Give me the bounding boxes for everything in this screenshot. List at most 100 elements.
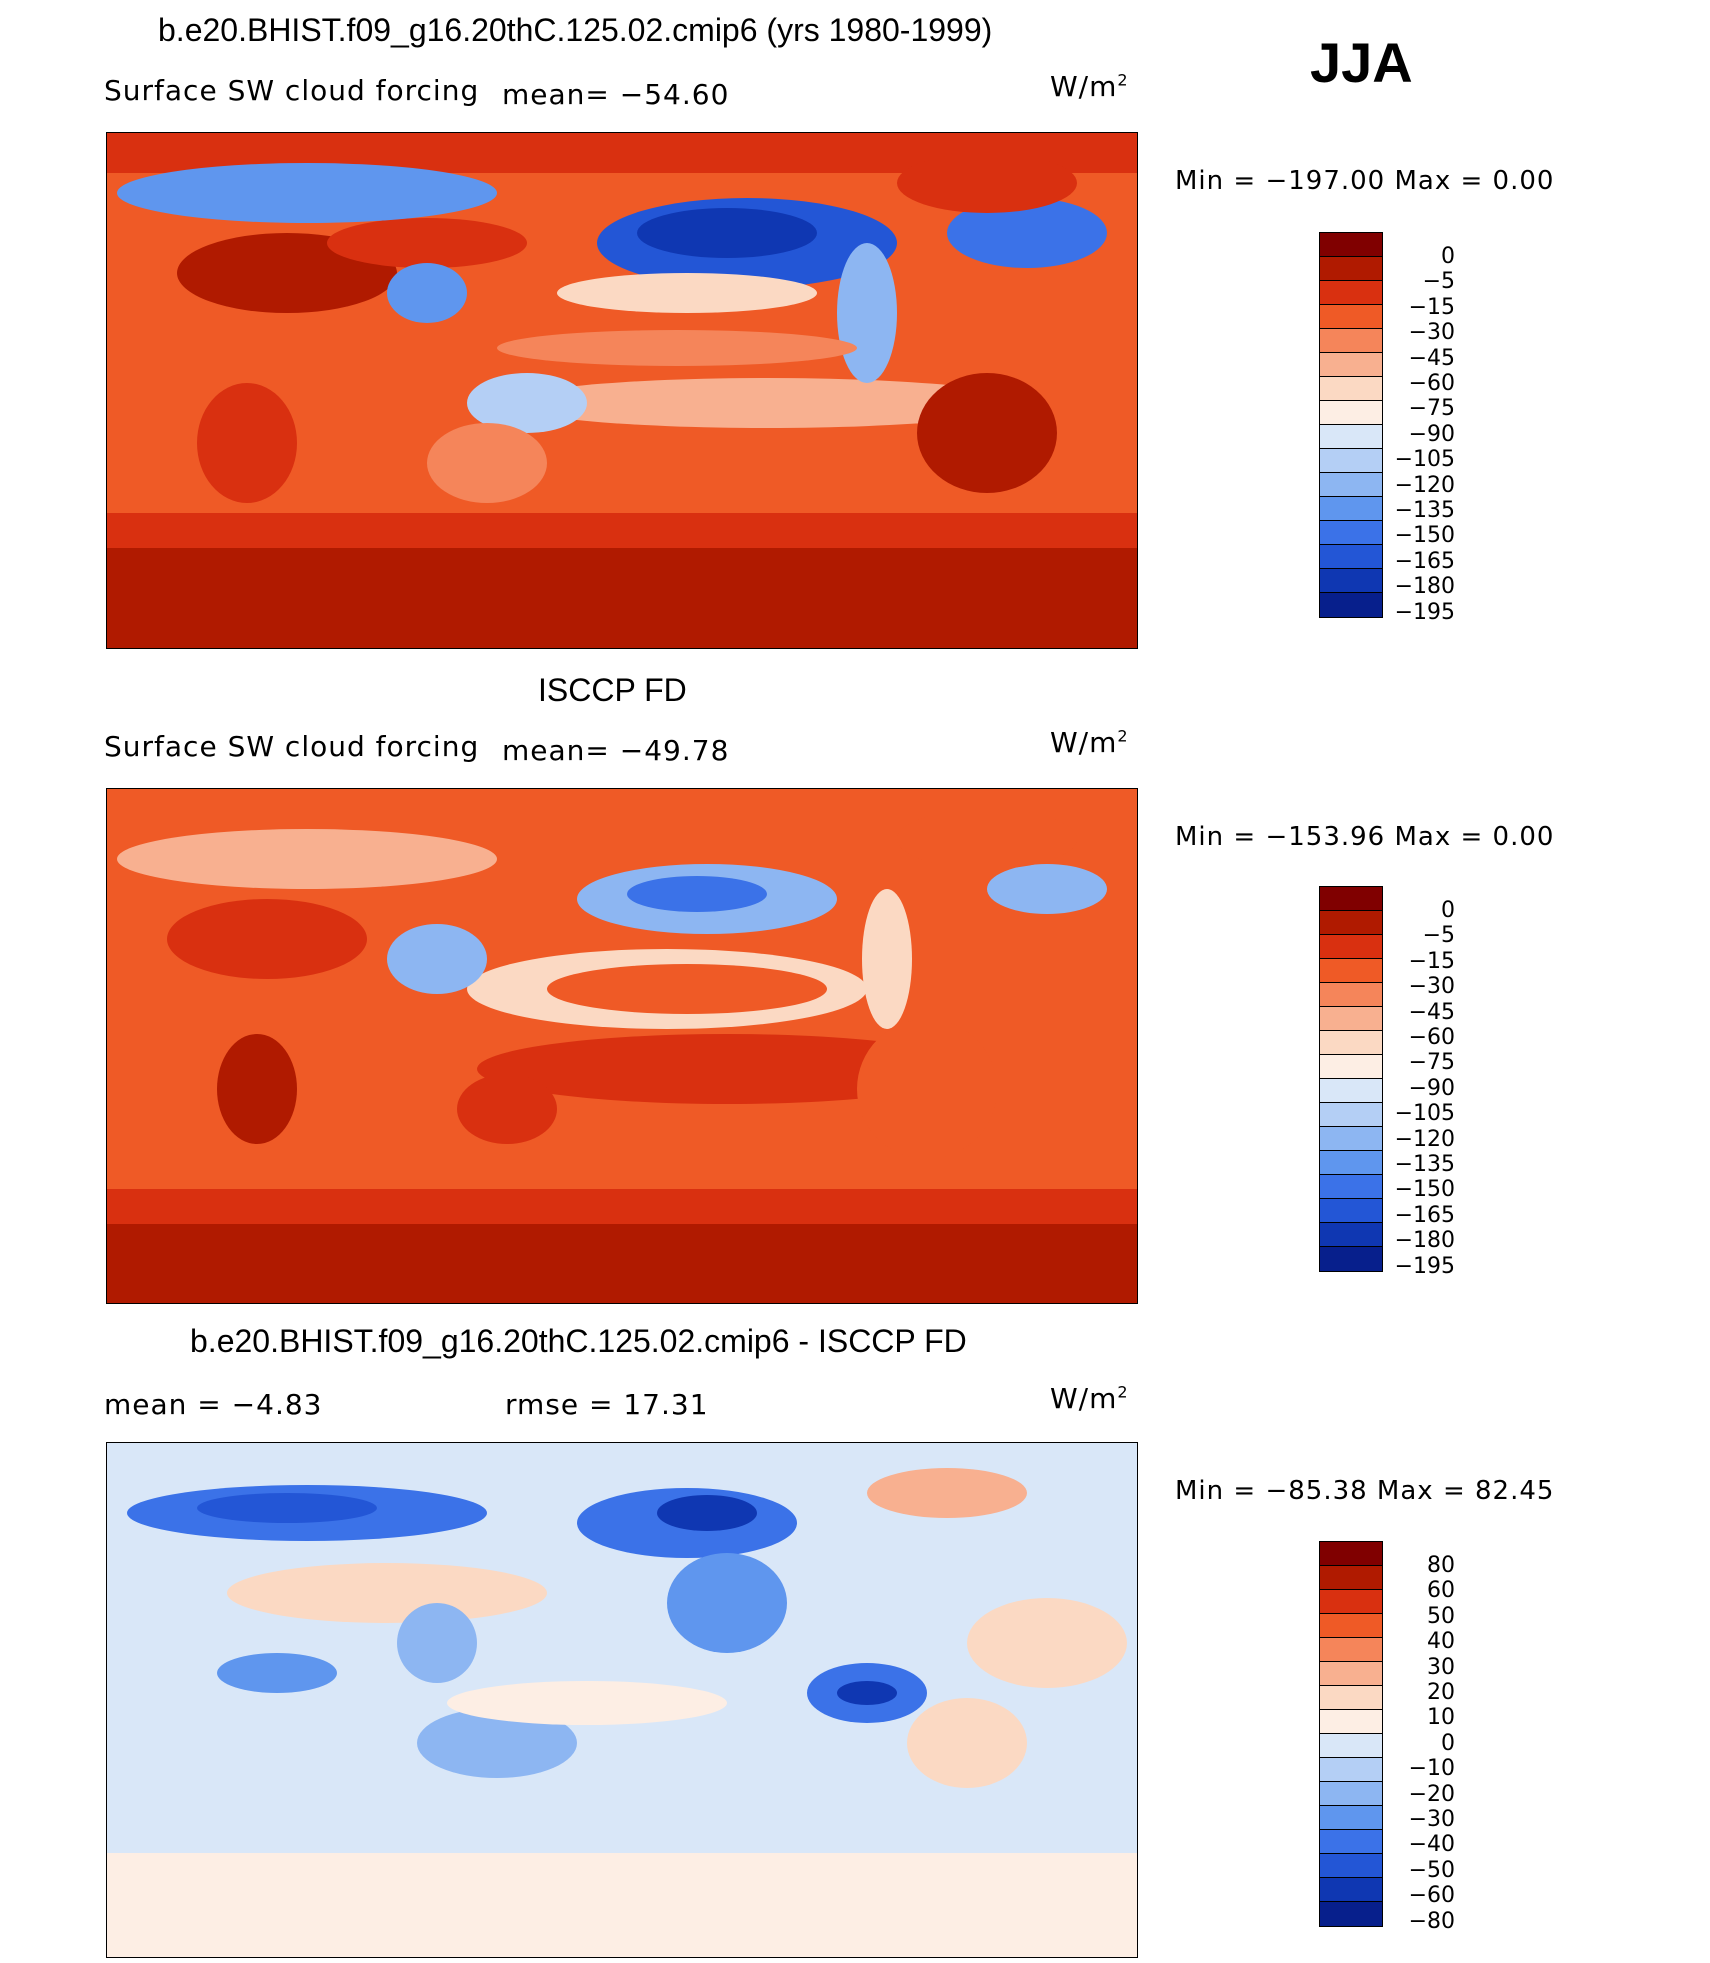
colorbar-label: −120 bbox=[1394, 1126, 1455, 1152]
colorbar-box bbox=[1320, 1734, 1382, 1758]
panel-1-title: b.e20.BHIST.f09_g16.20thC.125.02.cmip6 (… bbox=[158, 12, 993, 48]
colorbar-label: −5 bbox=[1422, 269, 1455, 295]
colorbar-label: −165 bbox=[1394, 1202, 1455, 1228]
colorbar-label: −15 bbox=[1408, 294, 1455, 320]
colorbar-label: −10 bbox=[1408, 1756, 1455, 1782]
colorbar-box bbox=[1320, 1199, 1382, 1223]
colorbar-label: 0 bbox=[1441, 898, 1455, 923]
colorbar-label: −135 bbox=[1394, 1152, 1455, 1177]
colorbar-label: −30 bbox=[1408, 1807, 1455, 1832]
colorbar-label: −150 bbox=[1394, 1177, 1455, 1203]
colorbar-label: −5 bbox=[1422, 923, 1455, 949]
colorbar-box bbox=[1320, 1127, 1382, 1151]
colorbar-box bbox=[1320, 1223, 1382, 1247]
colorbar-box bbox=[1320, 449, 1382, 473]
colorbar-label: −30 bbox=[1408, 320, 1455, 346]
colorbar-label: −50 bbox=[1408, 1857, 1455, 1883]
panel-2-variable: Surface SW cloud forcing bbox=[104, 730, 480, 763]
colorbar-label: −20 bbox=[1408, 1781, 1455, 1807]
colorbar-label: −75 bbox=[1408, 396, 1455, 422]
season-label: JJA bbox=[1310, 31, 1413, 94]
colorbar-box bbox=[1320, 1686, 1382, 1710]
colorbar-label: −40 bbox=[1408, 1832, 1455, 1858]
colorbar-box bbox=[1320, 281, 1382, 305]
colorbar-box bbox=[1320, 497, 1382, 521]
panel-1-variable: Surface SW cloud forcing bbox=[104, 74, 480, 107]
colorbar-box bbox=[1320, 1830, 1382, 1854]
colorbar-box bbox=[1320, 1103, 1382, 1127]
colorbar-box bbox=[1320, 959, 1382, 983]
colorbar-label: 30 bbox=[1427, 1654, 1455, 1680]
colorbar-label: 80 bbox=[1427, 1553, 1455, 1578]
colorbar-box bbox=[1320, 401, 1382, 425]
panel-1-colorbar bbox=[1319, 232, 1383, 618]
colorbar-label: −180 bbox=[1394, 1228, 1455, 1254]
colorbar-label: 40 bbox=[1427, 1629, 1455, 1655]
colorbar-box bbox=[1320, 521, 1382, 545]
panel-2-mean: mean= −49.78 bbox=[502, 734, 730, 767]
colorbar-label: −135 bbox=[1394, 498, 1455, 523]
panel-2-minmax: Min = −153.96 Max = 0.00 bbox=[1175, 822, 1555, 852]
colorbar-box bbox=[1320, 983, 1382, 1007]
panel-3-colorbar bbox=[1319, 1541, 1383, 1927]
colorbar-label: −90 bbox=[1408, 421, 1455, 447]
colorbar-label: −75 bbox=[1408, 1050, 1455, 1076]
panel-2-map bbox=[106, 788, 1138, 1304]
colorbar-label: −180 bbox=[1394, 574, 1455, 600]
colorbar-label: −120 bbox=[1394, 472, 1455, 498]
colorbar-box bbox=[1320, 1079, 1382, 1103]
colorbar-box bbox=[1320, 473, 1382, 497]
panel-2-units: W/m2 bbox=[1050, 726, 1129, 759]
colorbar-label: 20 bbox=[1427, 1680, 1455, 1705]
colorbar-label: −60 bbox=[1408, 1025, 1455, 1050]
colorbar-label: 0 bbox=[1441, 1730, 1455, 1756]
colorbar-label: −80 bbox=[1408, 1908, 1455, 1934]
panel-1-minmax: Min = −197.00 Max = 0.00 bbox=[1175, 166, 1555, 196]
colorbar-label: −195 bbox=[1394, 599, 1455, 625]
colorbar-box bbox=[1320, 329, 1382, 353]
colorbar-label: −165 bbox=[1394, 548, 1455, 574]
colorbar-box bbox=[1320, 1854, 1382, 1878]
panel-2-title: ISCCP FD bbox=[538, 672, 687, 708]
colorbar-box bbox=[1320, 377, 1382, 401]
panel-1-map bbox=[106, 132, 1138, 649]
colorbar-box bbox=[1320, 1662, 1382, 1686]
colorbar-box bbox=[1320, 1758, 1382, 1782]
colorbar-box bbox=[1320, 1710, 1382, 1734]
colorbar-label: 50 bbox=[1427, 1603, 1455, 1629]
panel-3-title: b.e20.BHIST.f09_g16.20thC.125.02.cmip6 -… bbox=[190, 1323, 967, 1359]
panel-3-mean: mean = −4.83 bbox=[104, 1388, 323, 1421]
colorbar-box bbox=[1320, 1031, 1382, 1055]
panel-3-units: W/m2 bbox=[1050, 1382, 1129, 1415]
colorbar-box bbox=[1320, 1902, 1382, 1926]
colorbar-label: −30 bbox=[1408, 974, 1455, 1000]
panel-3-rmse: rmse = 17.31 bbox=[505, 1388, 709, 1421]
colorbar-box bbox=[1320, 1151, 1382, 1175]
colorbar-box bbox=[1320, 911, 1382, 935]
colorbar-box bbox=[1320, 1878, 1382, 1902]
colorbar-box bbox=[1320, 1175, 1382, 1199]
colorbar-label: −15 bbox=[1408, 948, 1455, 974]
colorbar-label: 0 bbox=[1441, 244, 1455, 269]
colorbar-box bbox=[1320, 257, 1382, 281]
colorbar-box bbox=[1320, 1638, 1382, 1662]
colorbar-box bbox=[1320, 1566, 1382, 1590]
panel-3-minmax: Min = −85.38 Max = 82.45 bbox=[1175, 1476, 1555, 1506]
panel-3-map bbox=[106, 1442, 1138, 1958]
colorbar-label: −195 bbox=[1394, 1253, 1455, 1279]
colorbar-box bbox=[1320, 305, 1382, 329]
colorbar-label: −45 bbox=[1408, 999, 1455, 1025]
colorbar-box bbox=[1320, 233, 1382, 257]
colorbar-box bbox=[1320, 569, 1382, 593]
colorbar-box bbox=[1320, 1590, 1382, 1614]
colorbar-box bbox=[1320, 1614, 1382, 1638]
colorbar-label: −90 bbox=[1408, 1075, 1455, 1101]
colorbar-box bbox=[1320, 545, 1382, 569]
colorbar-box bbox=[1320, 353, 1382, 377]
colorbar-box bbox=[1320, 935, 1382, 959]
colorbar-box bbox=[1320, 1782, 1382, 1806]
colorbar-label: −60 bbox=[1408, 1883, 1455, 1909]
colorbar-label: 10 bbox=[1427, 1705, 1455, 1731]
colorbar-box bbox=[1320, 1542, 1382, 1566]
colorbar-label: 60 bbox=[1427, 1578, 1455, 1604]
